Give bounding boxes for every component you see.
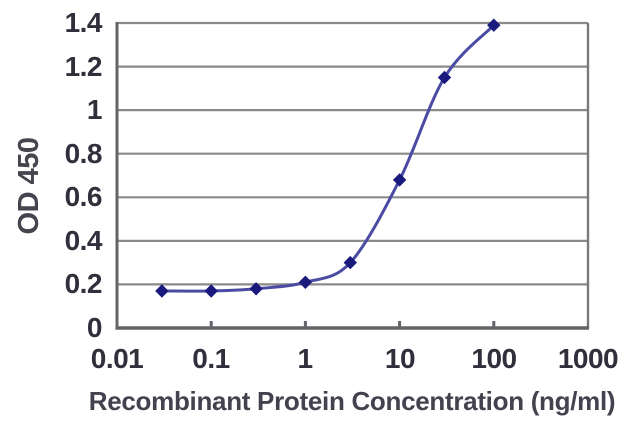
x-tick-label: 0.01 [90, 343, 144, 374]
x-tick-label: 1 [297, 343, 313, 374]
dose-response-curve [161, 24, 495, 293]
data-point-marker [249, 282, 263, 296]
data-point-marker [487, 18, 501, 32]
y-tick-label: 1.4 [64, 7, 103, 38]
x-tick-label: 100 [471, 343, 517, 374]
y-tick-label: 0.4 [64, 225, 103, 256]
x-axis-title: Recombinant Protein Concentration (ng/ml… [88, 386, 616, 416]
y-tick-label: 0 [86, 312, 103, 343]
data-point-marker [437, 70, 452, 85]
x-tick-label: 1000 [557, 343, 619, 374]
y-tick-label: 1.2 [64, 51, 103, 82]
y-tick-label: 0.8 [64, 138, 103, 169]
y-tick-label: 0.2 [64, 268, 103, 299]
y-tick-label: 0.6 [64, 181, 103, 212]
x-tick-label: 0.1 [192, 343, 230, 374]
y-axis-title: OD 450 [13, 137, 45, 235]
axes [115, 22, 590, 330]
x-tick-label: 10 [384, 343, 416, 374]
y-tick-label: 1 [86, 94, 103, 125]
data-point-marker [204, 284, 218, 298]
gridlines [117, 21, 588, 286]
series-line [161, 24, 495, 293]
data-point-markers [155, 18, 501, 298]
data-point-marker [155, 284, 169, 298]
data-point-marker [343, 255, 358, 270]
data-point-marker [392, 173, 407, 187]
data-point-marker [298, 275, 313, 290]
